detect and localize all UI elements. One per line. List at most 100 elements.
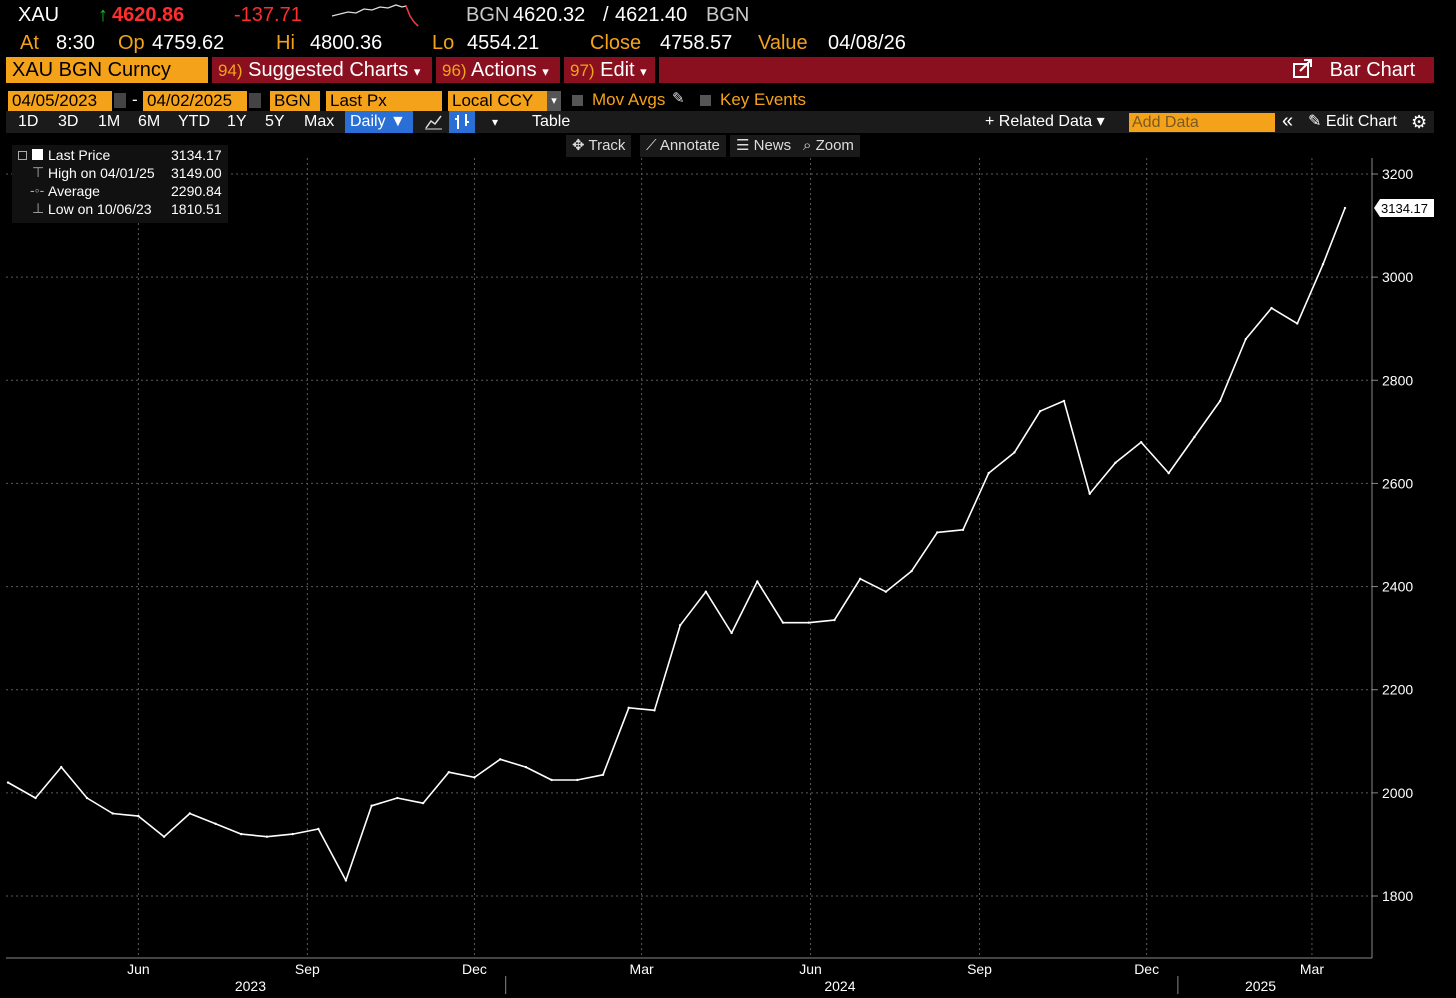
suggested-charts-button[interactable]: 94) Suggested Charts ▾ <box>218 57 420 83</box>
intraday-sparkline-icon <box>331 4 419 27</box>
price-point <box>111 812 114 815</box>
x-tick-label: Jun <box>127 961 150 977</box>
ticker: XAU <box>18 4 60 26</box>
value-label: Value <box>758 32 808 54</box>
annotate-tool[interactable]: ⟋ Annotate <box>640 135 726 157</box>
price-point <box>858 577 862 581</box>
key-events-checkbox[interactable] <box>700 95 711 106</box>
price-point <box>1062 399 1066 403</box>
zoom-tool[interactable]: ⌕ Zoom <box>797 135 860 157</box>
x-year-label: 2025 <box>1245 978 1276 994</box>
y-axis: 1800 2000 2200 2400 2600 2800 3000 3200 <box>1371 158 1413 958</box>
source-field[interactable]: BGN <box>270 91 320 111</box>
legend-last-label: Last Price <box>48 147 111 163</box>
add-data-input[interactable]: Add Data <box>1129 113 1275 132</box>
last-value-marker: 3134.17 <box>1374 198 1434 217</box>
legend-high-value: 3149.00 <box>171 165 222 181</box>
collapse-legend-icon[interactable] <box>18 151 27 160</box>
currency-field[interactable]: Local CCY <box>448 91 547 111</box>
y-tick-label: 2200 <box>1382 682 1413 698</box>
price-point <box>627 706 630 709</box>
start-date-field[interactable]: 04/05/2023 <box>8 91 112 111</box>
y-tick-label: 2400 <box>1382 579 1413 595</box>
price-point <box>188 812 192 815</box>
price-point <box>1321 263 1325 266</box>
pencil-icon[interactable]: ✎ <box>672 90 685 107</box>
price-field[interactable]: Last Px <box>326 91 442 111</box>
low-value: 4554.21 <box>467 32 540 54</box>
mov-avgs-checkbox[interactable] <box>572 95 583 106</box>
price-line <box>7 207 1346 882</box>
tick-up-icon: ↑ <box>98 4 108 26</box>
currency-dropdown-icon[interactable]: ▾ <box>547 91 561 111</box>
ask-source: BGN <box>706 4 750 26</box>
chart-style-dropdown-icon[interactable]: ▾ <box>492 115 499 129</box>
edit-label: Edit <box>600 59 635 81</box>
frequency-dropdown[interactable]: Daily ▼ <box>345 111 413 133</box>
mov-avgs-label[interactable]: Mov Avgs <box>592 90 666 109</box>
close-label: Close <box>590 32 642 54</box>
period-3d[interactable]: 3D <box>58 113 79 130</box>
net-change: -137.71 <box>234 4 302 26</box>
collapse-icon[interactable]: « <box>1282 110 1294 132</box>
chart-grid <box>6 158 1372 958</box>
price-point <box>1114 461 1117 464</box>
x-tick-label: Mar <box>1300 961 1324 977</box>
end-date-field[interactable]: 04/02/2025 <box>143 91 247 111</box>
period-1y[interactable]: 1Y <box>227 113 247 130</box>
price-point <box>240 832 243 836</box>
price-point <box>162 835 166 838</box>
chevron-down-icon: ▾ <box>542 64 549 79</box>
period-ytd[interactable]: YTD <box>178 113 210 130</box>
period-max[interactable]: Max <box>304 113 335 130</box>
period-6m[interactable]: 6M <box>138 113 161 130</box>
actions-number: 96) <box>442 61 467 80</box>
chevron-down-icon: ▾ <box>640 64 647 79</box>
y-tick-label: 1800 <box>1382 888 1413 904</box>
price-point <box>1244 337 1248 341</box>
price-point <box>344 879 348 882</box>
calendar-icon[interactable] <box>249 93 261 108</box>
period-1m[interactable]: 1M <box>98 113 121 130</box>
edit-button[interactable]: 97) Edit ▾ <box>570 57 647 83</box>
legend-high-label: High on 04/01/25 <box>48 165 155 181</box>
price-point <box>884 590 888 593</box>
calendar-icon[interactable] <box>114 93 126 108</box>
date-dash: - <box>132 90 138 109</box>
x-tick-label: Mar <box>630 961 654 977</box>
legend-avg-value: 2290.84 <box>171 183 222 199</box>
security-field[interactable]: XAU BGN Curncy <box>6 57 208 83</box>
price-point <box>601 773 605 777</box>
value-date: 04/08/26 <box>828 32 906 54</box>
close-value: 4758.57 <box>660 32 733 54</box>
period-5y[interactable]: 5Y <box>265 113 285 130</box>
edit-chart-button[interactable]: ✎ Edit Chart <box>1308 113 1397 130</box>
price-point <box>1193 435 1196 439</box>
actions-button[interactable]: 96) Actions ▾ <box>442 57 549 83</box>
track-tool[interactable]: ✥ Track <box>566 135 632 157</box>
table-button[interactable]: Table <box>532 113 571 130</box>
last-value-badge <box>1374 198 1434 217</box>
open-value: 4759.62 <box>152 32 225 54</box>
price-point <box>370 804 373 807</box>
bar-chart-icon[interactable] <box>449 111 475 133</box>
bid-ask-slash: / <box>603 4 609 26</box>
related-data-button[interactable]: + Related Data ▾ <box>985 113 1105 130</box>
legend-last-value: 3134.17 <box>171 147 222 163</box>
price-point <box>833 618 836 622</box>
x-tick-label: Dec <box>462 961 487 977</box>
bar-chart-button[interactable]: Bar Chart <box>1292 57 1415 83</box>
price-point <box>576 778 579 782</box>
key-events-label[interactable]: Key Events <box>720 90 806 109</box>
period-1d[interactable]: 1D <box>18 113 39 130</box>
price-point <box>1296 322 1299 325</box>
line-chart-icon[interactable] <box>424 113 444 131</box>
news-tool[interactable]: ☰ News <box>730 135 798 157</box>
bid-price: 4620.32 <box>513 4 586 26</box>
bar-chart-label: Bar Chart <box>1329 59 1416 81</box>
price-point <box>961 528 965 532</box>
gear-icon[interactable]: ⚙ <box>1411 112 1428 132</box>
price-point <box>1343 206 1347 210</box>
price-point <box>137 814 140 818</box>
